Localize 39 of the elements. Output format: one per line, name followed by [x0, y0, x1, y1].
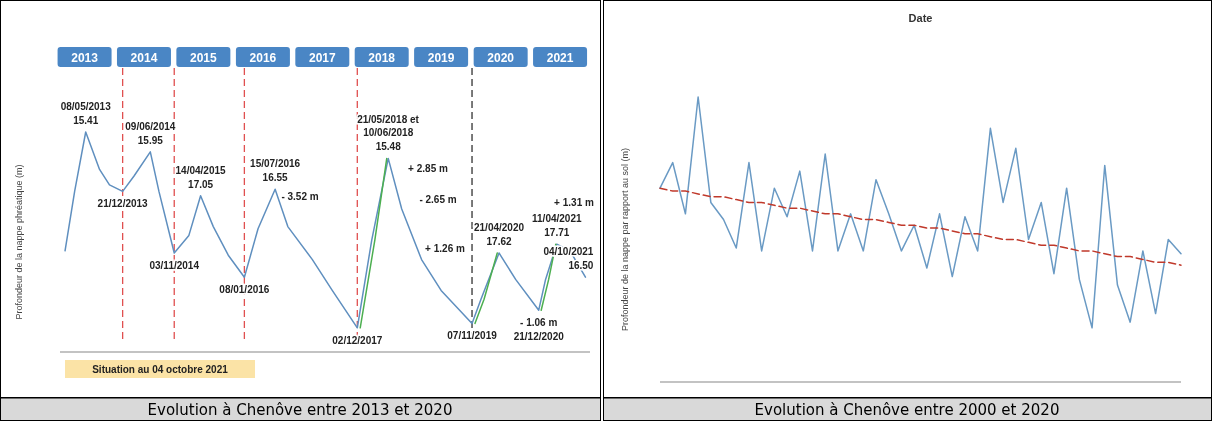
x-tick-label: 2013	[71, 50, 99, 65]
annotation: 15.95	[137, 134, 164, 146]
annotation: 15.48	[375, 141, 402, 153]
annotation: 10/06/2018	[363, 127, 414, 139]
annotation: 08/05/2013	[60, 101, 112, 112]
x-axis-title: Date	[908, 12, 933, 24]
annotation: 17.62	[486, 236, 512, 247]
text: Evolution à Chenôve entre 2013 et 2020	[147, 401, 453, 419]
annotation: 08/01/2016	[219, 284, 270, 296]
annotation: - 1.06 m	[520, 317, 558, 329]
annotation: + 1.26 m	[425, 243, 465, 254]
x-tick-label: 2016	[249, 50, 277, 65]
annotation: + 2.85 m	[408, 163, 448, 174]
annotation: 17.05	[188, 178, 214, 190]
annotation: - 2.65 m	[419, 194, 457, 205]
x-tick-label: 2020	[487, 50, 515, 65]
y-axis-title: Profondeur de la nappe par rapport au sol (m)	[620, 147, 630, 332]
annotation: 21/04/2020	[474, 222, 525, 233]
annotation: 14/04/2015	[175, 164, 227, 176]
annotation: + 1.31 m	[554, 197, 594, 208]
annotation: 17.71	[544, 227, 570, 239]
y-axis-title: Profondeur de la nappe phréatique (m)	[14, 164, 24, 320]
annotation: 15/07/2016	[250, 158, 301, 170]
text: 21/05/2018 et	[357, 114, 420, 125]
x-tick-label: 2017	[308, 50, 336, 65]
x-tick-label: 2021	[546, 50, 574, 65]
annotation: 15.41	[73, 115, 99, 126]
annotation: 11/04/2021	[532, 213, 582, 225]
annotation: 21/12/2020	[513, 331, 565, 343]
x-tick-label: 2014	[130, 50, 158, 65]
x-tick-label: 2018	[368, 50, 396, 65]
annotation: 16.55	[262, 172, 289, 184]
annotation: 02/12/2017	[332, 334, 383, 346]
text: Situation au 04 octobre 2021	[92, 364, 229, 375]
x-tick-label: 2015	[190, 50, 218, 65]
annotation: 03/11/2014	[149, 260, 200, 271]
annotation: - 3.52 m	[281, 191, 319, 202]
text: Evolution à Chenôve entre 2000 et 2020	[754, 401, 1060, 419]
x-tick-label: 2019	[427, 50, 455, 65]
